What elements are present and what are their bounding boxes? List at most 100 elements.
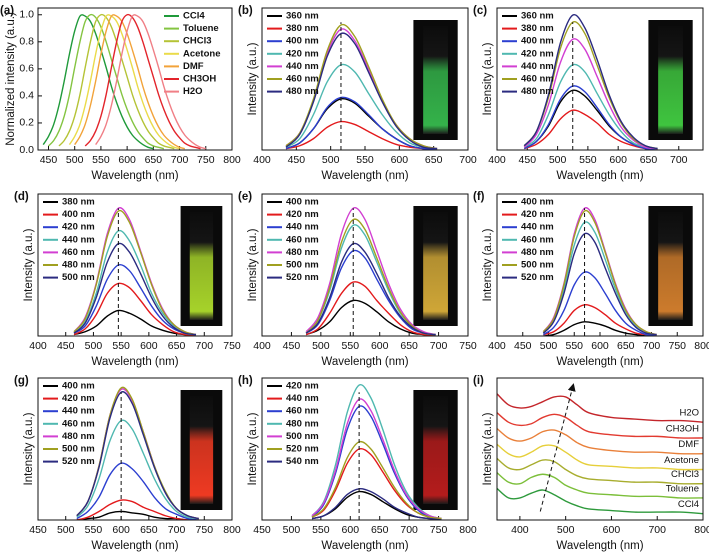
legend-label: 500 nm bbox=[521, 260, 554, 271]
x-tick-label: 450 bbox=[57, 340, 75, 352]
legend-label: CCl4 bbox=[183, 11, 205, 22]
x-tick-label: 650 bbox=[168, 340, 186, 352]
curve bbox=[285, 32, 438, 150]
legend-label: 500 nm bbox=[62, 272, 95, 283]
x-tick-label: 650 bbox=[640, 154, 658, 166]
x-tick-label: 700 bbox=[459, 154, 477, 166]
curve bbox=[285, 120, 438, 150]
x-axis-title: Wavelength (nm) bbox=[321, 170, 408, 182]
legend-label: 360 nm bbox=[286, 11, 319, 22]
x-tick-label: 700 bbox=[643, 340, 661, 352]
x-tick-label: 700 bbox=[648, 524, 666, 536]
curve bbox=[497, 457, 703, 485]
x-tick-label: 750 bbox=[197, 154, 215, 166]
x-tick-label: 550 bbox=[312, 524, 330, 536]
curve bbox=[542, 221, 657, 336]
legend-label: 380 nm bbox=[286, 23, 319, 34]
curve bbox=[523, 38, 658, 150]
x-tick-label: 400 bbox=[488, 340, 506, 352]
panel-letter: (i) bbox=[473, 375, 484, 387]
x-axis-title: Wavelength (nm) bbox=[321, 356, 408, 368]
x-tick-label: 800 bbox=[223, 524, 241, 536]
plot-frame bbox=[37, 7, 233, 151]
legend-label: 420 nm bbox=[62, 222, 95, 233]
legend-label: Acetone bbox=[183, 48, 220, 59]
legend-label: 400 nm bbox=[286, 36, 319, 47]
legend-label: 540 nm bbox=[286, 456, 319, 467]
curve bbox=[311, 487, 442, 520]
x-tick-label: 750 bbox=[430, 524, 448, 536]
y-axis-title: Intensity (a.u.) bbox=[482, 42, 494, 115]
legend-label: 400 nm bbox=[62, 381, 95, 392]
curve bbox=[76, 419, 199, 520]
panel-letter: (h) bbox=[238, 375, 253, 387]
plot-frame bbox=[261, 193, 469, 337]
curve bbox=[95, 14, 206, 150]
legend-label: 500 nm bbox=[286, 260, 319, 271]
curve bbox=[73, 282, 197, 336]
series-label: Toluene bbox=[666, 483, 699, 494]
x-tick-label: 600 bbox=[603, 524, 621, 536]
curve bbox=[542, 271, 657, 336]
series-label: Acetone bbox=[664, 455, 699, 466]
legend-label: H2O bbox=[183, 86, 203, 97]
series-label: CHCl3 bbox=[671, 469, 699, 480]
x-tick-label: 600 bbox=[391, 154, 409, 166]
inset-sample bbox=[658, 212, 683, 320]
x-tick-label: 400 bbox=[29, 340, 47, 352]
inset-sample bbox=[189, 396, 214, 504]
x-tick-label: 700 bbox=[670, 154, 688, 166]
x-tick-label: 550 bbox=[342, 340, 360, 352]
legend-label: 440 nm bbox=[521, 61, 554, 72]
legend-label: 440 nm bbox=[62, 406, 95, 417]
x-tick-label: 450 bbox=[253, 524, 271, 536]
legend-label: 360 nm bbox=[521, 11, 554, 22]
curve bbox=[305, 249, 436, 336]
series-label: CH3OH bbox=[666, 423, 699, 434]
legend-label: 420 nm bbox=[62, 393, 95, 404]
legend-label: 480 nm bbox=[62, 431, 95, 442]
y-axis-title: Intensity (a.u.) bbox=[482, 412, 494, 485]
panel-letter: (d) bbox=[14, 191, 29, 203]
curve bbox=[497, 443, 703, 471]
x-tick-label: 700 bbox=[430, 340, 448, 352]
curve bbox=[47, 13, 165, 150]
x-tick-label: 500 bbox=[85, 340, 103, 352]
plot-frame bbox=[261, 7, 469, 151]
x-tick-label: 700 bbox=[400, 524, 418, 536]
x-tick-label: 500 bbox=[66, 154, 84, 166]
legend-label: 520 nm bbox=[286, 272, 319, 283]
plot-frame bbox=[496, 7, 704, 151]
x-axis-title: Wavelength (nm) bbox=[91, 170, 178, 182]
x-tick-label: 650 bbox=[371, 524, 389, 536]
curve bbox=[305, 281, 436, 336]
legend-label: 480 nm bbox=[521, 86, 554, 97]
x-axis-title: Wavelength (nm) bbox=[556, 170, 643, 182]
x-tick-label: 400 bbox=[488, 154, 506, 166]
y-axis-title: Intensity (a.u.) bbox=[482, 228, 494, 301]
panel-letter: (a) bbox=[0, 5, 14, 17]
curve bbox=[543, 321, 657, 336]
legend-label: 460 nm bbox=[286, 406, 319, 417]
x-tick-label: 750 bbox=[223, 340, 241, 352]
y-tick-label: 0.2 bbox=[19, 117, 34, 129]
curve bbox=[497, 472, 703, 499]
y-axis-title: Normalized intensity (a.u.) bbox=[5, 12, 17, 146]
inset-sample bbox=[189, 212, 214, 320]
y-tick-label: 1.0 bbox=[19, 9, 34, 21]
curve bbox=[73, 209, 197, 336]
x-tick-label: 650 bbox=[140, 524, 158, 536]
x-tick-label: 550 bbox=[565, 340, 583, 352]
curve bbox=[84, 13, 201, 150]
plot-frame bbox=[37, 193, 233, 337]
legend-label: 500 nm bbox=[286, 431, 319, 442]
legend-label: CH3OH bbox=[183, 74, 216, 85]
inset-sample bbox=[658, 26, 683, 134]
curve bbox=[73, 229, 197, 336]
curve bbox=[497, 427, 703, 455]
legend-label: 460 nm bbox=[286, 234, 319, 245]
legend-label: 460 nm bbox=[62, 418, 95, 429]
x-tick-label: 600 bbox=[591, 340, 609, 352]
x-tick-label: 450 bbox=[283, 340, 301, 352]
